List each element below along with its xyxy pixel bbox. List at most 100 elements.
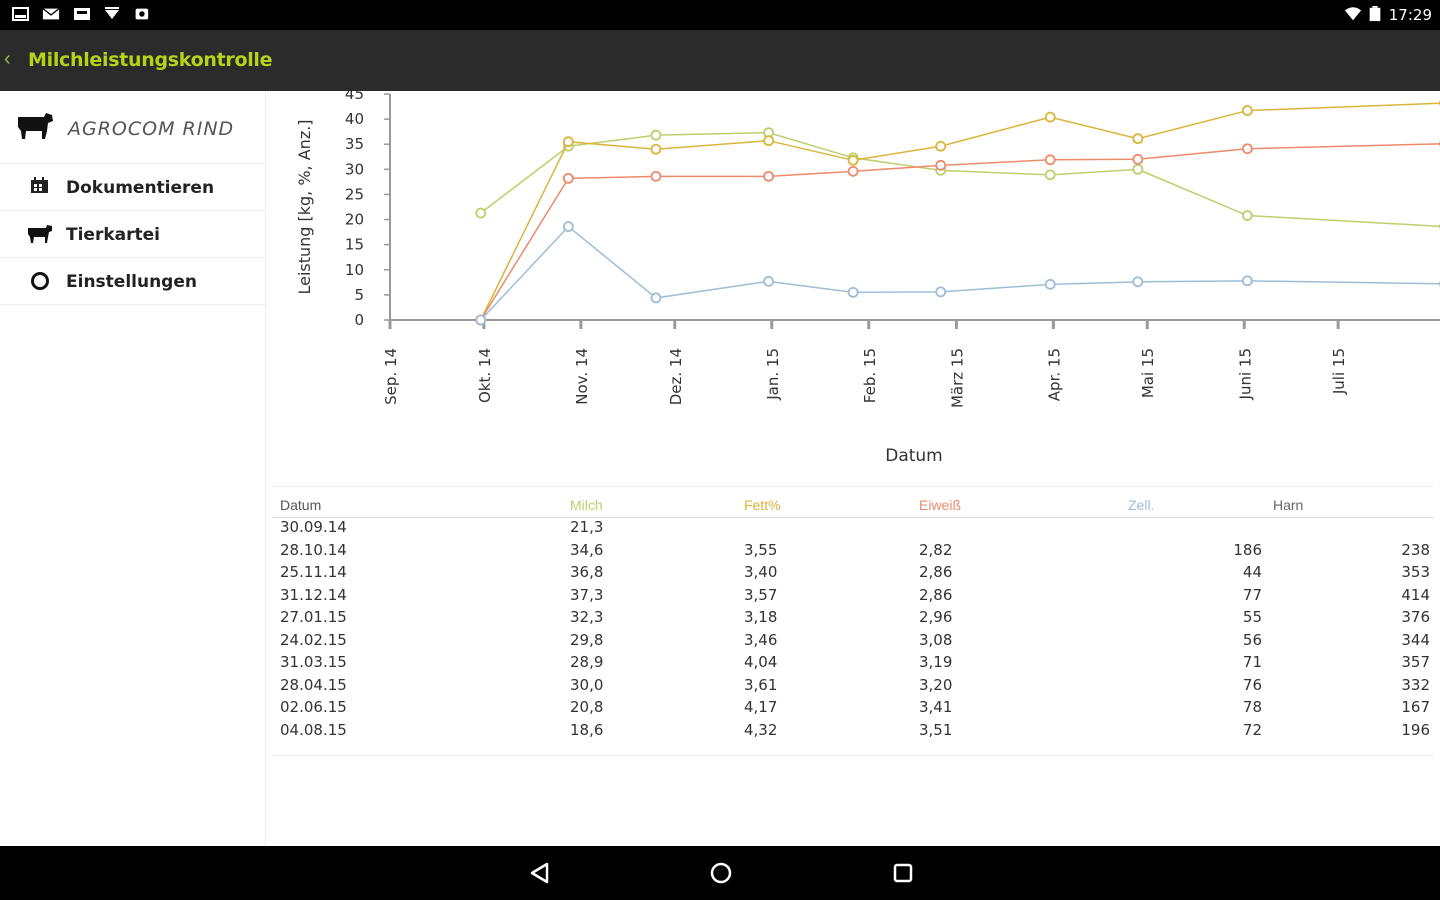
nav-item-dokumentieren[interactable]: Dokumentieren [0,164,265,211]
x-tick-label: Feb. 15 [861,348,879,403]
cow-logo-icon [18,113,53,139]
table-cell-zell: 77 [1242,585,1262,604]
table-cell-fett: 3,18 [744,608,778,626]
table-cell-milch: 30,0 [570,675,604,694]
data-point-zell [935,286,947,298]
table-cell-datum: 30.09.14 [280,518,347,536]
system-nav-bar [0,846,1440,900]
table-cell-fett: 4,32 [744,720,778,739]
data-point-eiweiss [935,159,947,171]
x-tick-label: Apr. 15 [1045,348,1063,401]
gallery-icon [12,7,29,21]
home-nav-icon[interactable] [709,861,733,885]
back-button[interactable]: ‹ [4,48,11,70]
table-cell-milch: 37,3 [570,585,604,604]
back-nav-icon[interactable] [528,861,552,885]
table-cell-milch: 32,3 [570,608,604,626]
nav-item-einstellungen[interactable]: Einstellungen [0,258,265,305]
table-cell-fett: 3,46 [744,630,778,649]
table-cell-datum: 31.12.14 [280,585,347,604]
data-point-fett [1132,133,1144,145]
y-tick-label: 45 [345,91,364,103]
table-cell-eiweiss: 3,41 [919,698,953,716]
table-cell-datum: 02.06.15 [280,698,347,716]
table-cell-eiweiss: 2,86 [919,563,953,581]
table-cell-eiweiss: 3,51 [919,720,953,739]
nav-label-dokumentieren: Dokumentieren [66,178,215,198]
status-time: 17:29 [1388,6,1432,24]
y-tick-label: 40 [345,110,364,128]
data-point-milch [1241,210,1253,221]
y-tick-label: 20 [345,211,364,229]
data-point-eiweiss [650,170,662,182]
recents-nav-icon[interactable] [891,861,915,885]
table-cell-zell: 56 [1242,630,1262,649]
col-header-zell: Zell. [1128,497,1155,513]
table-cell-eiweiss: 3,08 [919,630,953,649]
table-cell-zell: 44 [1242,563,1262,581]
x-tick-label: Nov. 14 [573,348,591,405]
table-cell-eiweiss: 2,86 [919,585,953,604]
data-point-zell [475,314,487,326]
y-axis-title: Leistung [kg, %, Anz.] [295,119,314,294]
table-cell-fett: 3,57 [744,585,778,604]
nav-label-tierkartei: Tierkartei [66,225,160,245]
data-point-fett [935,140,947,152]
data-point-fett [763,135,775,147]
nav-item-tierkartei[interactable]: Tierkartei [0,211,265,258]
y-tick-label: 35 [345,135,364,153]
table-cell-milch: 20,8 [570,698,604,716]
data-point-milch [475,207,487,219]
table-cell-datum: 28.10.14 [280,540,347,559]
milk-performance-chart: 0 5 10 15 20 25 30 35 40 45 Sep. 14 Okt. 14 Nov. 14 D… [268,91,1440,481]
battery-icon [1369,6,1381,22]
y-tick-label: 10 [345,261,364,279]
table-cell-datum: 24.02.15 [280,630,347,649]
data-point-eiweiss [1132,153,1144,165]
data-point-milch [1044,169,1056,181]
table-cell-eiweiss: 3,20 [919,675,953,694]
table-row: 31.12.14 37,3 3,57 2,86 77 414 [272,586,1434,608]
circle-icon [31,272,49,290]
table-cell-fett: 3,61 [744,675,778,694]
wifi-icon [1344,7,1362,21]
table-cell-harn: 344 [1401,630,1430,649]
y-tick-label: 25 [345,185,364,203]
col-header-harn: Harn [1273,497,1304,513]
data-point-zell [650,292,662,304]
brand-logo: AGROCOM RIND [0,91,265,164]
table-row: 30.09.14 21,3 [272,518,1434,540]
table-cell-harn: 357 [1401,653,1430,671]
x-tick-label: Jan. 15 [764,348,782,401]
table-cell-milch: 34,6 [570,540,604,559]
y-tick-label: 5 [354,286,364,304]
data-point-milch [650,129,662,141]
table-cell-harn: 238 [1401,540,1430,559]
sidebar: AGROCOM RIND Dokumentieren Tierkartei Ei… [0,91,266,846]
col-header-datum: Datum [280,497,322,513]
data-point-eiweiss [847,165,859,177]
calendar-icon [31,177,48,193]
data-point-eiweiss [562,172,574,184]
col-header-fett: Fett% [744,497,781,513]
x-tick-label: Sep. 14 [382,348,400,405]
series-line-eiweiss [480,143,1440,321]
table-cell-zell: 72 [1242,720,1262,739]
series-line-zell [480,225,1440,321]
download-icon [105,7,119,19]
series-line-milch [480,131,1440,228]
data-point-eiweiss [763,170,775,182]
table-cell-milch: 29,8 [570,630,604,649]
table-cell-harn: 167 [1401,698,1430,716]
table-cell-fett: 3,55 [744,540,778,559]
table-row: 02.06.15 20,8 4,17 3,41 78 167 [272,698,1434,720]
data-point-zell [1241,275,1253,287]
data-point-zell [562,221,574,232]
table-cell-milch: 36,8 [570,563,604,581]
table-cell-datum: 31.03.15 [280,653,347,671]
data-point-fett [1241,105,1253,116]
table-cell-fett: 4,04 [744,653,778,671]
table-cell-zell: 186 [1233,540,1262,559]
col-header-milch: Milch [570,497,603,513]
nav-label-einstellungen: Einstellungen [66,272,197,292]
